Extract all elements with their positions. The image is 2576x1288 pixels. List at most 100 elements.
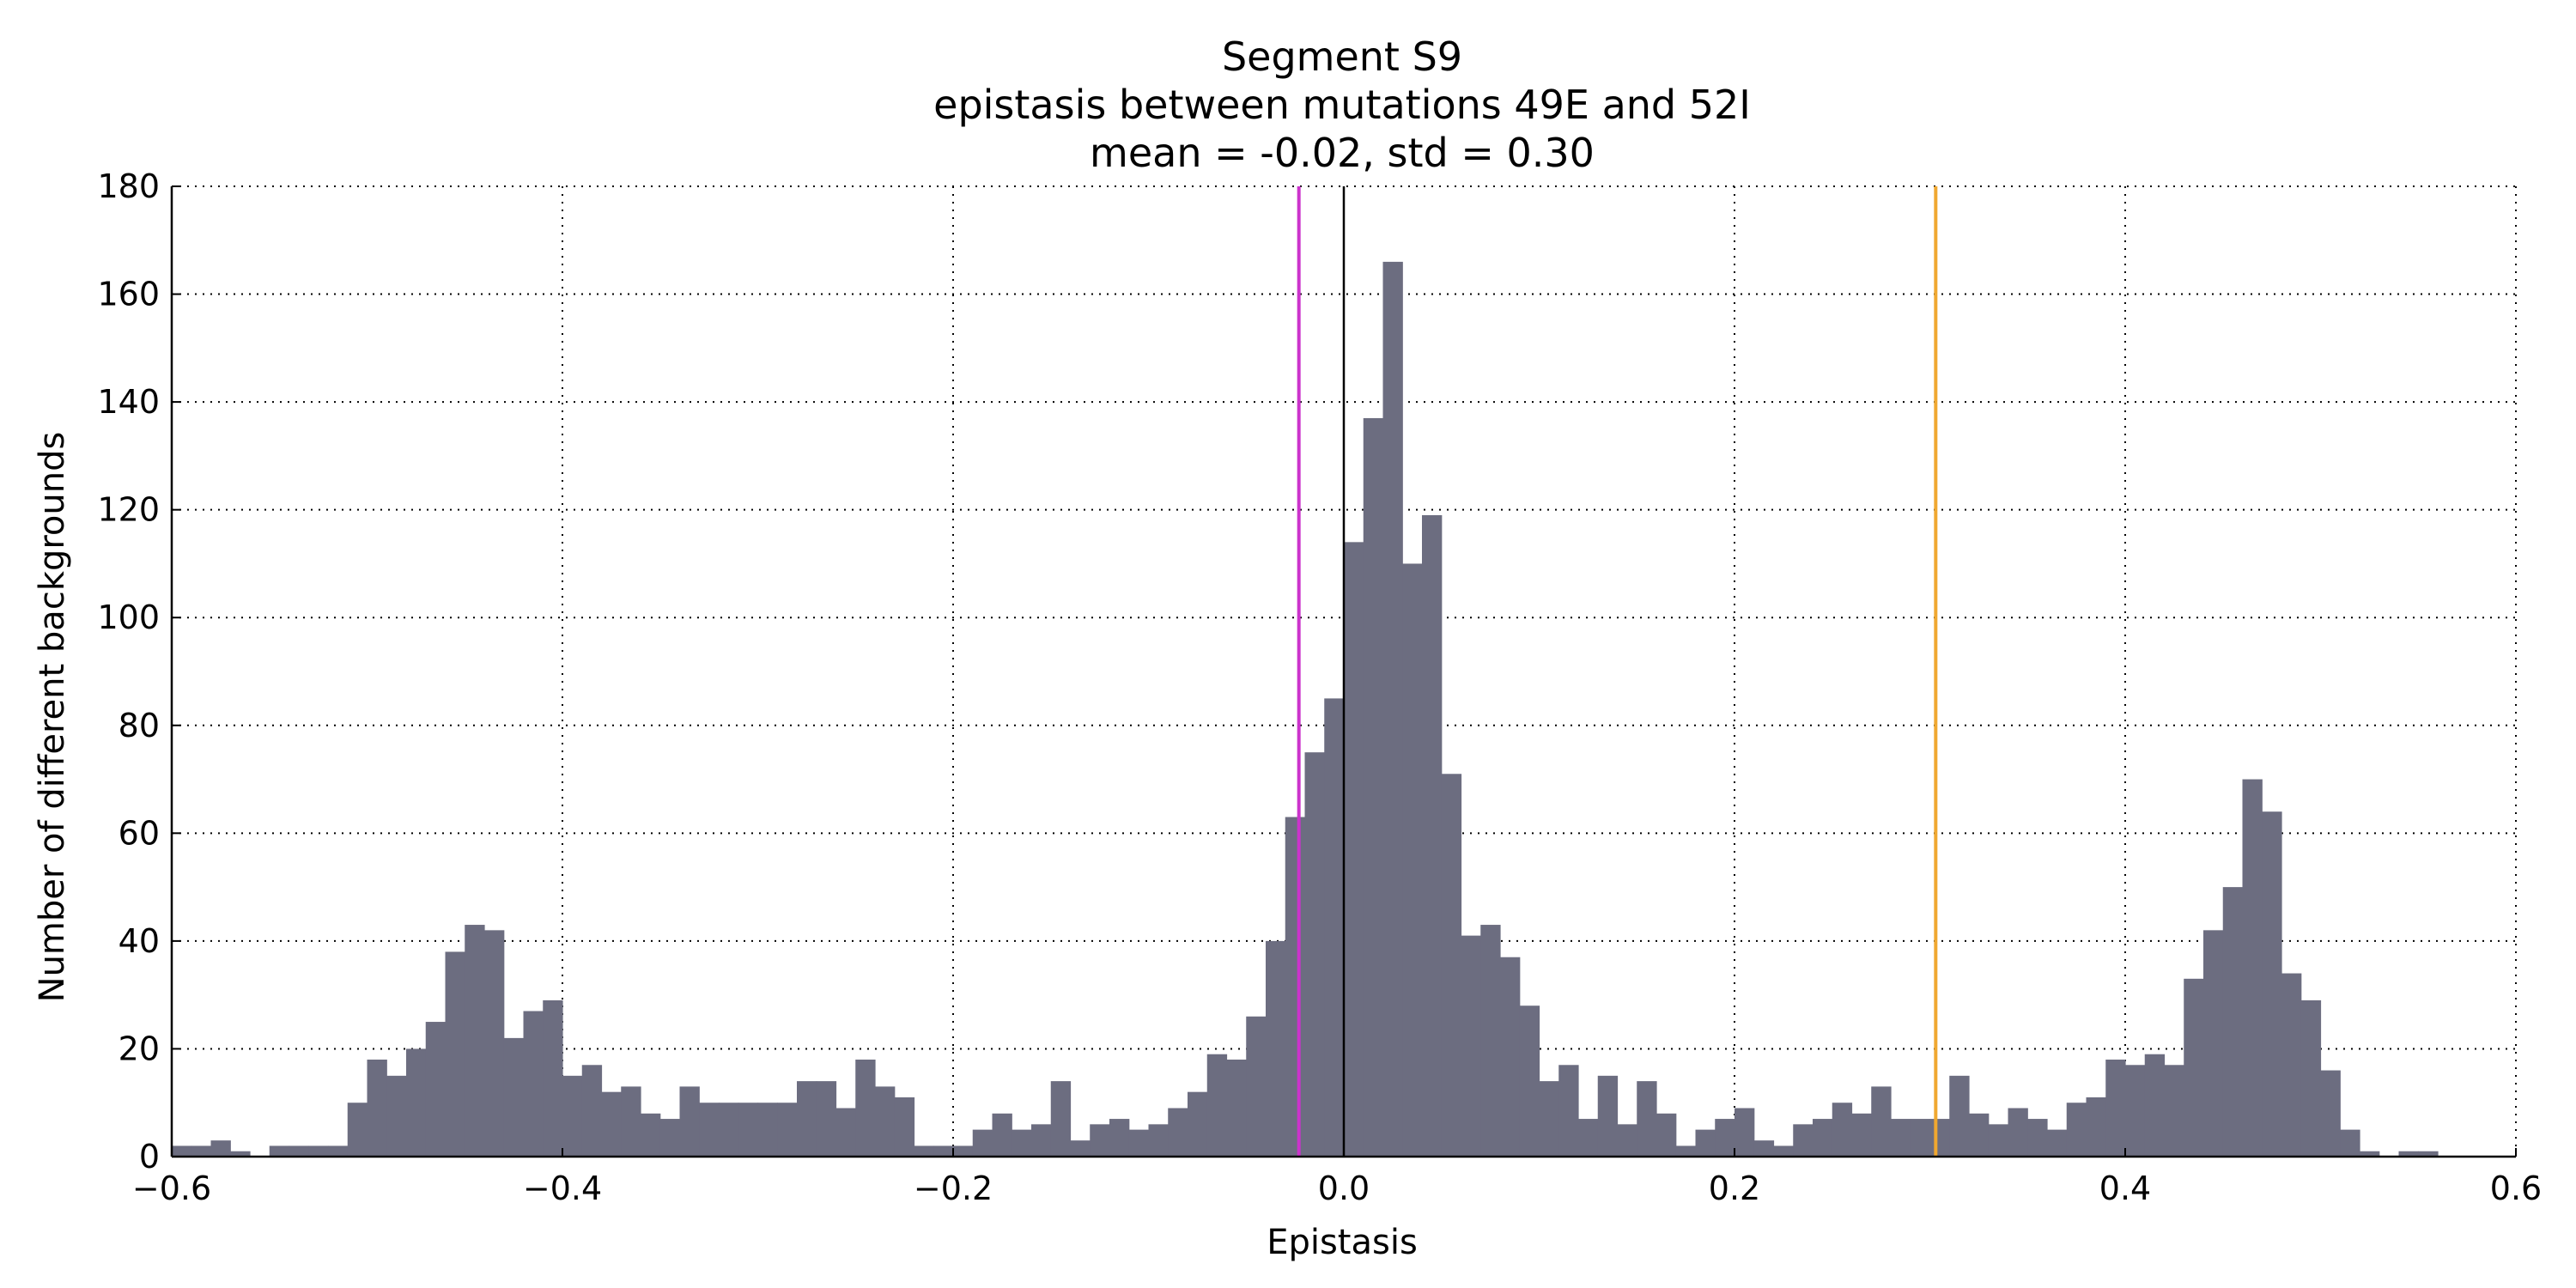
- histogram-bar: [621, 1086, 641, 1157]
- histogram-bar: [1285, 817, 1306, 1157]
- histogram-bar: [1441, 774, 1462, 1157]
- histogram-bar: [855, 1060, 876, 1157]
- y-tick-label: 60: [118, 814, 160, 852]
- histogram-bar: [1422, 514, 1443, 1157]
- histogram-bar: [1128, 1129, 1150, 1157]
- histogram-bar: [367, 1060, 387, 1157]
- histogram-bar: [1188, 1091, 1208, 1157]
- histogram-bar: [738, 1103, 759, 1157]
- histogram-bar: [2262, 811, 2282, 1157]
- histogram-bar: [2222, 887, 2244, 1157]
- histogram-bar: [230, 1151, 251, 1157]
- y-tick-label: 40: [118, 922, 160, 960]
- histogram-bar: [777, 1103, 798, 1157]
- histogram-bar: [2242, 779, 2263, 1157]
- histogram-bar: [1695, 1129, 1716, 1157]
- histogram-bar: [1793, 1124, 1814, 1157]
- histogram-bar: [641, 1113, 661, 1157]
- histogram-bar: [1168, 1108, 1188, 1157]
- histogram-bar: [1050, 1081, 1072, 1157]
- y-tick-label: 80: [118, 707, 160, 744]
- chart-stats-line: mean = -0.02, std = 0.30: [1090, 130, 1595, 176]
- x-axis-label: Epistasis: [1267, 1223, 1418, 1262]
- histogram-bar: [2320, 1070, 2341, 1157]
- histogram-bar: [2300, 999, 2322, 1157]
- axes: [170, 185, 2517, 1158]
- histogram-bar: [347, 1103, 368, 1157]
- histogram-bar: [914, 1145, 934, 1157]
- histogram-bar: [972, 1129, 993, 1157]
- histogram-bar: [933, 1145, 954, 1157]
- histogram-bar: [328, 1145, 349, 1157]
- histogram-bar: [308, 1145, 329, 1157]
- histogram-bar: [1324, 698, 1345, 1157]
- histogram-bar: [1402, 563, 1423, 1157]
- histogram-bar: [1206, 1054, 1228, 1157]
- reference-lines: [1297, 186, 1938, 1157]
- histogram-bar: [289, 1145, 309, 1157]
- x-tick-label: 0.4: [2099, 1170, 2151, 1207]
- chart-subtitle: epistasis between mutations 49E and 52I: [933, 82, 1751, 128]
- histogram-bar: [1148, 1124, 1169, 1157]
- y-tick-label: 120: [97, 491, 160, 529]
- histogram-bar: [1304, 752, 1325, 1157]
- histogram-bar: [1773, 1145, 1794, 1157]
- histogram-bar: [1969, 1113, 1990, 1157]
- histogram-bar: [1109, 1119, 1130, 1157]
- y-tick-label: 100: [97, 598, 160, 636]
- x-tick-label: −0.6: [132, 1170, 211, 1207]
- histogram-bar: [543, 999, 563, 1157]
- histogram-bar: [1617, 1124, 1637, 1157]
- histogram-bar: [1656, 1113, 1677, 1157]
- histogram-bar: [2281, 973, 2302, 1157]
- histogram-bar: [797, 1081, 817, 1157]
- histogram-bar: [2398, 1151, 2419, 1157]
- histogram-bar: [2340, 1129, 2360, 1157]
- histogram-bar: [1578, 1119, 1599, 1157]
- histogram-bar: [2086, 1097, 2106, 1157]
- histogram-bar: [1246, 1016, 1267, 1157]
- histogram-bar: [1012, 1129, 1032, 1157]
- histogram-bar: [1832, 1103, 1853, 1157]
- histogram-bar: [659, 1119, 681, 1157]
- histogram-bar: [719, 1103, 739, 1157]
- histogram-bar: [1910, 1119, 1931, 1157]
- x-tick-label: 0.0: [1318, 1170, 1370, 1207]
- histogram-bar: [445, 951, 465, 1157]
- histogram-bar: [894, 1097, 915, 1157]
- histogram-bar: [523, 1011, 544, 1157]
- histogram-bar: [1266, 940, 1286, 1157]
- x-tick-label: −0.2: [914, 1170, 993, 1207]
- histogram-bar: [816, 1081, 837, 1157]
- histogram-bar: [1500, 957, 1521, 1157]
- chart-title: Segment S9: [1222, 33, 1462, 80]
- y-tick-label: 140: [97, 383, 160, 421]
- histogram-bar: [679, 1086, 700, 1157]
- histogram-bar: [1871, 1086, 1892, 1157]
- histogram-bar: [465, 925, 485, 1157]
- y-tick-label: 0: [139, 1138, 160, 1176]
- histogram-bar: [484, 930, 505, 1157]
- tick-labels: −0.6 −0.4 −0.2 0.0 0.2 0.4 0.6 0 20 40 60 80 100 120 1…: [97, 167, 2542, 1207]
- histogram-bar: [1851, 1113, 1872, 1157]
- x-tick-label: 0.6: [2490, 1170, 2542, 1207]
- histogram-bar: [2125, 1065, 2146, 1157]
- histogram-bar: [2203, 930, 2224, 1157]
- histogram-bar: [425, 1022, 447, 1157]
- histogram-bar: [1480, 925, 1501, 1157]
- histogram-bar: [953, 1145, 974, 1157]
- histogram-bar: [172, 1145, 192, 1157]
- histogram-bar: [2047, 1129, 2068, 1157]
- y-tick-label: 180: [97, 167, 160, 205]
- histogram-bar: [386, 1075, 407, 1157]
- histogram-bars: [172, 261, 2439, 1157]
- y-tick-label: 160: [97, 276, 160, 313]
- histogram-bar: [1637, 1081, 1657, 1157]
- histogram-bar: [1070, 1140, 1091, 1157]
- histogram-bar: [1753, 1140, 1775, 1157]
- histogram-bar: [2027, 1119, 2048, 1157]
- histogram-bar: [1226, 1060, 1247, 1157]
- histogram-bar: [1031, 1124, 1052, 1157]
